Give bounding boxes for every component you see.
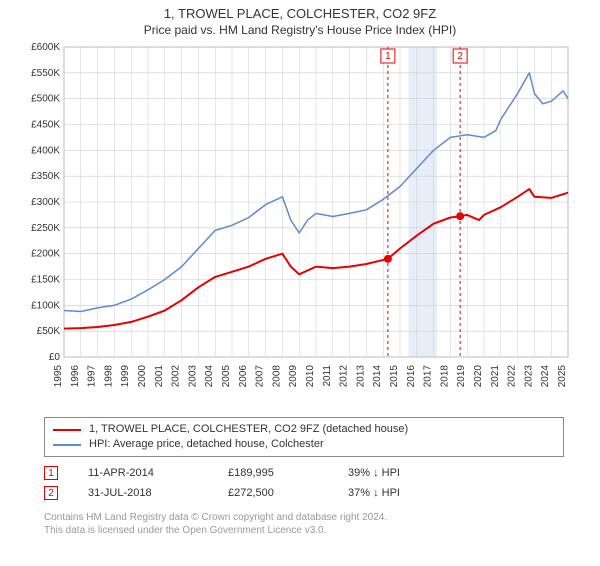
- attribution-line: Contains HM Land Registry data © Crown c…: [44, 511, 564, 524]
- svg-text:2005: 2005: [221, 365, 232, 388]
- svg-text:2010: 2010: [305, 365, 316, 388]
- svg-text:£50K: £50K: [37, 326, 61, 337]
- svg-text:£350K: £350K: [31, 171, 60, 182]
- svg-text:2009: 2009: [288, 365, 299, 388]
- svg-text:£150K: £150K: [31, 275, 60, 286]
- svg-text:1995: 1995: [53, 365, 64, 388]
- sale-badge: 2: [44, 486, 58, 500]
- legend-row-hpi: HPI: Average price, detached house, Colc…: [53, 437, 555, 452]
- svg-text:£500K: £500K: [31, 94, 60, 105]
- legend: 1, TROWEL PLACE, COLCHESTER, CO2 9FZ (de…: [44, 417, 564, 457]
- legend-swatch-price-paid: [53, 429, 81, 431]
- sales-table: 1 11-APR-2014 £189,995 39% ↓ HPI 2 31-JU…: [44, 463, 564, 503]
- svg-text:2014: 2014: [372, 365, 383, 388]
- svg-text:2003: 2003: [187, 365, 198, 388]
- svg-text:£450K: £450K: [31, 120, 60, 131]
- svg-text:2024: 2024: [540, 365, 551, 388]
- legend-swatch-hpi: [53, 444, 81, 446]
- legend-label-price-paid: 1, TROWEL PLACE, COLCHESTER, CO2 9FZ (de…: [89, 422, 408, 437]
- page-subtitle: Price paid vs. HM Land Registry's House …: [0, 23, 600, 37]
- svg-text:2011: 2011: [322, 365, 333, 387]
- svg-text:£100K: £100K: [31, 300, 60, 311]
- svg-text:2001: 2001: [154, 365, 165, 388]
- svg-text:1: 1: [385, 51, 391, 62]
- sale-price: £189,995: [228, 467, 318, 479]
- svg-text:2004: 2004: [204, 365, 215, 388]
- sale-row: 2 31-JUL-2018 £272,500 37% ↓ HPI: [44, 483, 564, 503]
- svg-text:2013: 2013: [355, 365, 366, 388]
- legend-label-hpi: HPI: Average price, detached house, Colc…: [89, 437, 324, 452]
- attribution-line: This data is licensed under the Open Gov…: [44, 524, 564, 537]
- svg-text:1999: 1999: [120, 365, 131, 388]
- sale-delta: 39% ↓ HPI: [348, 467, 400, 479]
- sale-badge: 1: [44, 466, 58, 480]
- svg-text:£400K: £400K: [31, 145, 60, 156]
- svg-text:2025: 2025: [557, 365, 568, 388]
- sale-delta: 37% ↓ HPI: [348, 487, 400, 499]
- svg-text:2018: 2018: [439, 365, 450, 388]
- chart-svg: £0 £50K £100K £150K £200K £250K £300K £350K £400…: [20, 41, 580, 411]
- price-chart: £0 £50K £100K £150K £200K £250K £300K £350K £400…: [20, 41, 580, 411]
- legend-row-price-paid: 1, TROWEL PLACE, COLCHESTER, CO2 9FZ (de…: [53, 422, 555, 437]
- svg-text:1998: 1998: [103, 365, 114, 388]
- svg-text:£300K: £300K: [31, 197, 60, 208]
- svg-text:1997: 1997: [87, 365, 98, 388]
- svg-text:£600K: £600K: [31, 42, 60, 53]
- svg-text:2020: 2020: [473, 365, 484, 388]
- svg-text:2021: 2021: [490, 365, 501, 388]
- svg-text:2019: 2019: [456, 365, 467, 388]
- svg-text:2: 2: [457, 51, 463, 62]
- svg-text:2000: 2000: [137, 365, 148, 388]
- sale-date: 11-APR-2014: [88, 467, 198, 479]
- svg-text:2015: 2015: [389, 365, 400, 388]
- svg-text:2022: 2022: [507, 365, 518, 388]
- svg-text:£0: £0: [49, 352, 61, 363]
- svg-text:£550K: £550K: [31, 68, 60, 79]
- page-title: 1, TROWEL PLACE, COLCHESTER, CO2 9FZ: [0, 6, 600, 21]
- svg-text:2016: 2016: [406, 365, 417, 388]
- svg-text:2006: 2006: [238, 365, 249, 388]
- svg-text:2007: 2007: [255, 365, 266, 388]
- svg-text:2017: 2017: [423, 365, 434, 388]
- svg-text:2008: 2008: [271, 365, 282, 388]
- svg-text:2002: 2002: [171, 365, 182, 388]
- svg-text:2023: 2023: [523, 365, 534, 388]
- sale-date: 31-JUL-2018: [88, 487, 198, 499]
- attribution: Contains HM Land Registry data © Crown c…: [44, 511, 564, 537]
- svg-text:£250K: £250K: [31, 223, 60, 234]
- svg-text:2012: 2012: [339, 365, 350, 388]
- svg-text:1996: 1996: [70, 365, 81, 388]
- sale-price: £272,500: [228, 487, 318, 499]
- sale-row: 1 11-APR-2014 £189,995 39% ↓ HPI: [44, 463, 564, 483]
- svg-text:£200K: £200K: [31, 249, 60, 260]
